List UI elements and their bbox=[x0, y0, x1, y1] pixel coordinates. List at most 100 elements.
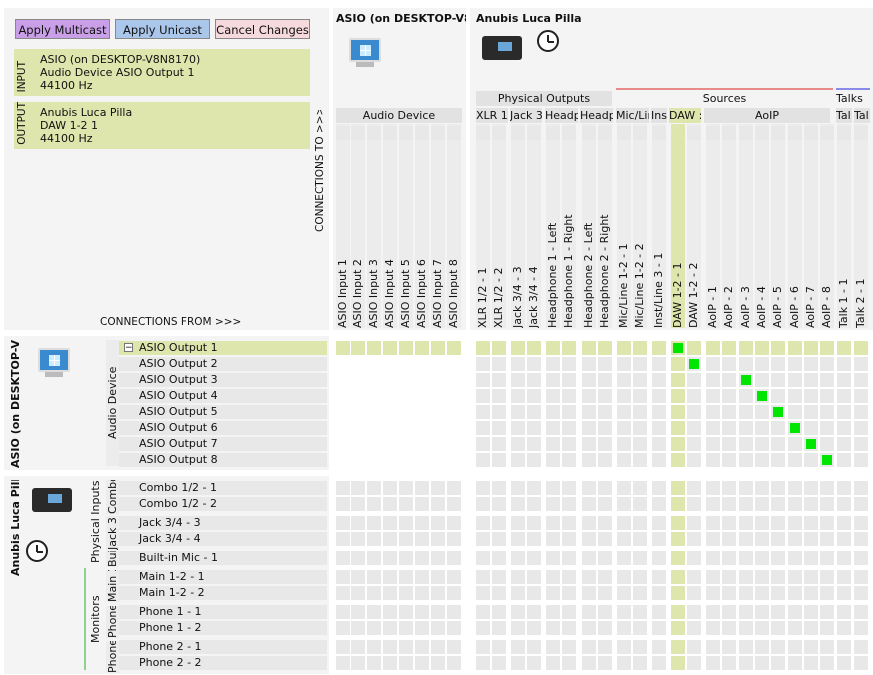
grid-cell[interactable] bbox=[788, 532, 802, 546]
grid-cell[interactable] bbox=[788, 605, 802, 619]
grid-cell[interactable] bbox=[399, 586, 413, 600]
cancel-changes-button[interactable]: Cancel Changes bbox=[215, 19, 310, 39]
grid-cell[interactable] bbox=[652, 656, 666, 670]
row-label[interactable]: ASIO Output 7 bbox=[119, 437, 327, 451]
grid-cell[interactable] bbox=[367, 516, 381, 530]
grid-cell[interactable] bbox=[562, 551, 576, 565]
grid-cell[interactable] bbox=[562, 570, 576, 584]
grid-cell[interactable] bbox=[820, 656, 834, 670]
grid-cell[interactable] bbox=[431, 516, 445, 530]
grid-cell[interactable] bbox=[804, 570, 818, 584]
grid-cell[interactable] bbox=[837, 621, 851, 635]
grid-cell[interactable] bbox=[476, 640, 490, 654]
grid-cell[interactable] bbox=[722, 357, 736, 371]
row-label[interactable]: ASIO Output 8 bbox=[119, 453, 327, 467]
column-label[interactable]: Mic/Line 1-2 - 1 bbox=[617, 243, 630, 328]
grid-cell[interactable] bbox=[476, 605, 490, 619]
grid-cell[interactable] bbox=[431, 497, 445, 511]
grid-cell[interactable] bbox=[788, 437, 802, 451]
grid-cell[interactable] bbox=[336, 605, 350, 619]
grid-cell[interactable] bbox=[739, 516, 753, 530]
grid-cell[interactable] bbox=[739, 453, 753, 467]
grid-cell[interactable] bbox=[837, 586, 851, 600]
connection-marker[interactable] bbox=[757, 391, 767, 401]
grid-cell[interactable] bbox=[837, 656, 851, 670]
grid-cell[interactable] bbox=[476, 497, 490, 511]
grid-cell[interactable] bbox=[788, 516, 802, 530]
grid-cell[interactable] bbox=[447, 532, 461, 546]
grid-cell[interactable] bbox=[820, 586, 834, 600]
grid-cell[interactable] bbox=[399, 516, 413, 530]
grid-cell[interactable] bbox=[820, 570, 834, 584]
grid-cell[interactable] bbox=[527, 516, 541, 530]
grid-cell[interactable] bbox=[687, 481, 701, 495]
grid-cell[interactable] bbox=[617, 497, 631, 511]
grid-cell[interactable] bbox=[706, 405, 720, 419]
grid-cell[interactable] bbox=[687, 516, 701, 530]
grid-cell[interactable] bbox=[788, 570, 802, 584]
grid-cell[interactable] bbox=[367, 586, 381, 600]
grid-cell[interactable] bbox=[706, 437, 720, 451]
grid-cell[interactable] bbox=[671, 373, 685, 387]
grid-cell[interactable] bbox=[706, 551, 720, 565]
grid-cell[interactable] bbox=[755, 421, 769, 435]
grid-cell[interactable] bbox=[837, 341, 851, 355]
column-label[interactable]: ASIO Input 6 bbox=[415, 259, 428, 328]
grid-cell[interactable] bbox=[820, 532, 834, 546]
grid-cell[interactable] bbox=[511, 586, 525, 600]
grid-cell[interactable] bbox=[582, 516, 596, 530]
grid-cell[interactable] bbox=[447, 621, 461, 635]
grid-cell[interactable] bbox=[399, 481, 413, 495]
grid-cell[interactable] bbox=[652, 621, 666, 635]
grid-cell[interactable] bbox=[598, 437, 612, 451]
grid-cell[interactable] bbox=[546, 516, 560, 530]
grid-cell[interactable] bbox=[492, 357, 506, 371]
column-label[interactable]: XLR 1/2 - 1 bbox=[476, 267, 489, 328]
grid-cell[interactable] bbox=[527, 586, 541, 600]
grid-cell[interactable] bbox=[546, 437, 560, 451]
grid-cell[interactable] bbox=[652, 481, 666, 495]
row-label[interactable]: ASIO Output 4 bbox=[119, 389, 327, 403]
grid-cell[interactable] bbox=[837, 421, 851, 435]
grid-cell[interactable] bbox=[771, 532, 785, 546]
grid-cell[interactable] bbox=[854, 621, 868, 635]
grid-cell[interactable] bbox=[854, 551, 868, 565]
connection-marker[interactable] bbox=[673, 343, 683, 353]
grid-cell[interactable] bbox=[492, 421, 506, 435]
grid-cell[interactable] bbox=[582, 421, 596, 435]
grid-cell[interactable] bbox=[431, 605, 445, 619]
grid-cell[interactable] bbox=[447, 497, 461, 511]
grid-cell[interactable] bbox=[633, 640, 647, 654]
grid-cell[interactable] bbox=[582, 656, 596, 670]
grid-cell[interactable] bbox=[739, 570, 753, 584]
grid-cell[interactable] bbox=[837, 532, 851, 546]
grid-cell[interactable] bbox=[383, 605, 397, 619]
grid-cell[interactable] bbox=[431, 551, 445, 565]
grid-cell[interactable] bbox=[755, 656, 769, 670]
grid-cell[interactable] bbox=[511, 640, 525, 654]
grid-cell[interactable] bbox=[562, 586, 576, 600]
grid-cell[interactable] bbox=[582, 373, 596, 387]
grid-cell[interactable] bbox=[383, 497, 397, 511]
grid-cell[interactable] bbox=[804, 640, 818, 654]
grid-cell[interactable] bbox=[336, 497, 350, 511]
grid-cell[interactable] bbox=[598, 421, 612, 435]
grid-cell[interactable] bbox=[739, 421, 753, 435]
grid-cell[interactable] bbox=[706, 570, 720, 584]
grid-cell[interactable] bbox=[804, 405, 818, 419]
grid-cell[interactable] bbox=[804, 481, 818, 495]
grid-cell[interactable] bbox=[820, 640, 834, 654]
grid-cell[interactable] bbox=[447, 516, 461, 530]
grid-cell[interactable] bbox=[633, 421, 647, 435]
row-label[interactable]: ASIO Output 1 bbox=[119, 341, 327, 355]
grid-cell[interactable] bbox=[383, 586, 397, 600]
grid-cell[interactable] bbox=[671, 621, 685, 635]
grid-cell[interactable] bbox=[351, 551, 365, 565]
grid-cell[interactable] bbox=[722, 389, 736, 403]
grid-cell[interactable] bbox=[367, 481, 381, 495]
grid-cell[interactable] bbox=[598, 389, 612, 403]
grid-cell[interactable] bbox=[652, 437, 666, 451]
grid-cell[interactable] bbox=[652, 516, 666, 530]
connection-marker[interactable] bbox=[773, 407, 783, 417]
grid-cell[interactable] bbox=[854, 373, 868, 387]
